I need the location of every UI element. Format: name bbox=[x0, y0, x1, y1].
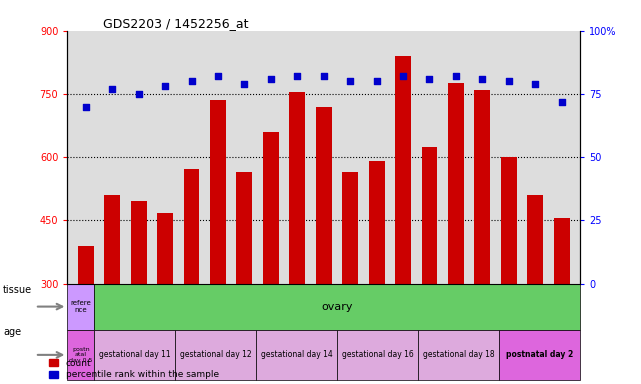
Text: gestational day 12: gestational day 12 bbox=[180, 350, 251, 359]
Text: gestational day 18: gestational day 18 bbox=[423, 350, 494, 359]
Bar bbox=[104, 195, 120, 284]
Text: gestational day 11: gestational day 11 bbox=[99, 350, 171, 359]
Bar bbox=[474, 90, 490, 284]
Bar bbox=[395, 56, 411, 284]
Bar bbox=[418, 329, 499, 380]
Point bbox=[107, 86, 117, 92]
Bar bbox=[67, 284, 94, 329]
Point bbox=[213, 73, 223, 79]
Bar bbox=[183, 169, 199, 284]
Text: age: age bbox=[3, 327, 21, 337]
Point bbox=[187, 78, 197, 84]
Bar bbox=[289, 92, 305, 284]
Bar bbox=[67, 329, 94, 380]
Text: gestational day 16: gestational day 16 bbox=[342, 350, 413, 359]
Legend: count, percentile rank within the sample: count, percentile rank within the sample bbox=[49, 359, 219, 379]
Bar bbox=[131, 202, 147, 284]
Point bbox=[239, 81, 249, 87]
Bar bbox=[237, 172, 253, 284]
Point bbox=[133, 91, 144, 97]
Text: refere
nce: refere nce bbox=[71, 300, 91, 313]
Point bbox=[81, 104, 91, 110]
Point bbox=[371, 78, 381, 84]
Bar bbox=[256, 329, 337, 380]
Text: gestational day 14: gestational day 14 bbox=[261, 350, 333, 359]
Bar bbox=[554, 218, 570, 284]
Point bbox=[530, 81, 540, 87]
Point bbox=[319, 73, 329, 79]
Point bbox=[398, 73, 408, 79]
Bar bbox=[157, 213, 173, 284]
Bar bbox=[316, 107, 331, 284]
Point bbox=[504, 78, 514, 84]
Bar bbox=[499, 329, 580, 380]
Point bbox=[345, 78, 355, 84]
Bar bbox=[422, 147, 437, 284]
Point bbox=[424, 76, 435, 82]
Point bbox=[556, 98, 567, 104]
Text: GDS2203 / 1452256_at: GDS2203 / 1452256_at bbox=[103, 17, 249, 30]
Bar bbox=[94, 329, 175, 380]
Bar bbox=[210, 100, 226, 284]
Point bbox=[451, 73, 461, 79]
Text: ovary: ovary bbox=[321, 301, 353, 311]
Bar bbox=[342, 172, 358, 284]
Bar bbox=[78, 246, 94, 284]
Point bbox=[292, 73, 303, 79]
Text: postnatal day 2: postnatal day 2 bbox=[506, 350, 573, 359]
Bar bbox=[528, 195, 543, 284]
Bar bbox=[501, 157, 517, 284]
Bar bbox=[369, 161, 385, 284]
Bar bbox=[448, 83, 464, 284]
Text: tissue: tissue bbox=[3, 285, 32, 295]
Text: postn
atal
day 0.5: postn atal day 0.5 bbox=[69, 347, 92, 363]
Point bbox=[160, 83, 171, 89]
Point bbox=[477, 76, 487, 82]
Bar bbox=[175, 329, 256, 380]
Bar bbox=[263, 132, 279, 284]
Point bbox=[266, 76, 276, 82]
Bar bbox=[337, 329, 418, 380]
